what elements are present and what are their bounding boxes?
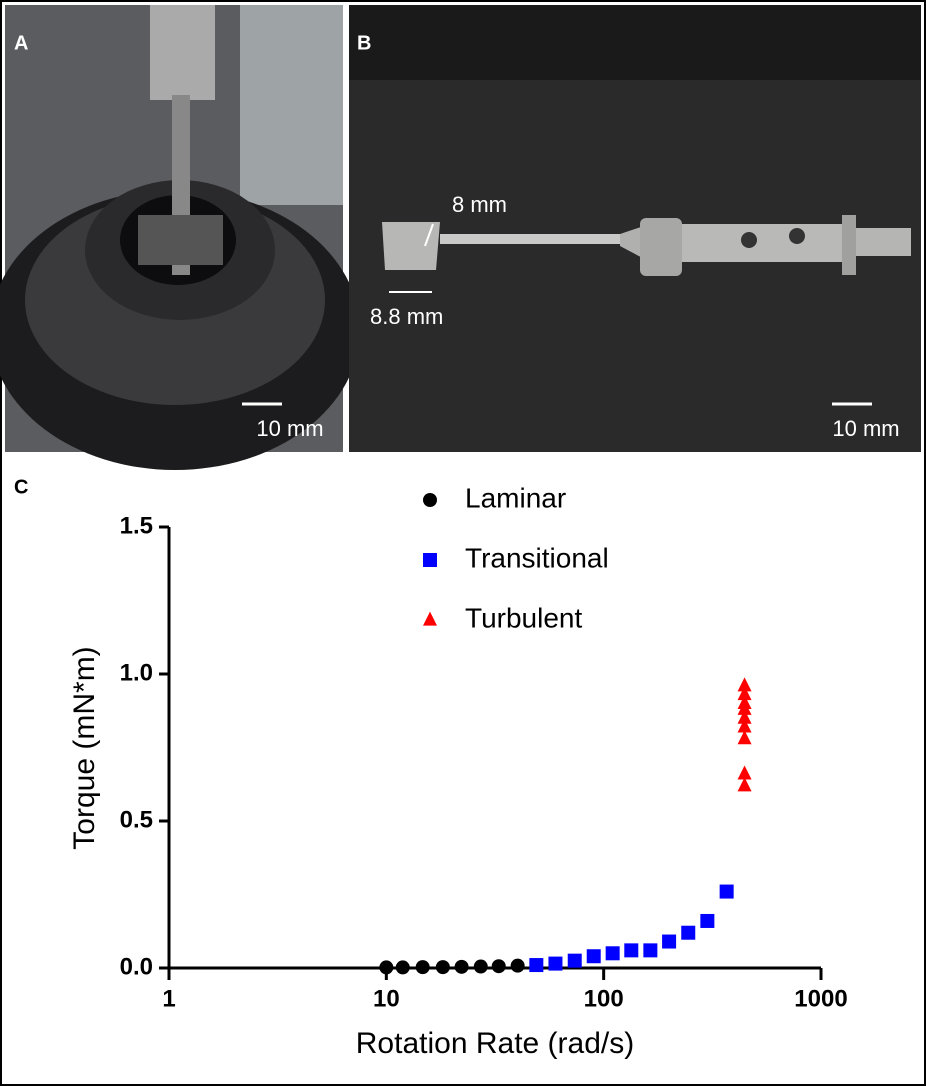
tool-collar <box>640 218 682 276</box>
circle-marker <box>473 959 488 974</box>
square-marker <box>586 949 601 964</box>
vane <box>138 215 223 265</box>
dimension-label: 8 mm <box>452 192 507 217</box>
chart: C Rotation Rate (rad/s) Torque (mN*m) 0.… <box>14 476 848 1060</box>
circle-marker <box>454 959 469 974</box>
legend-marker <box>423 493 437 507</box>
dimension-line <box>424 223 434 247</box>
legend-label: Transitional <box>465 542 609 573</box>
circle-marker <box>395 960 410 975</box>
circle-marker <box>435 960 450 975</box>
scale-label: 10 mm <box>256 416 323 441</box>
triangle-marker <box>737 777 752 792</box>
square-marker <box>643 943 658 958</box>
panel-label: B <box>357 32 371 54</box>
triangle-marker <box>737 686 752 701</box>
square-marker <box>605 946 620 961</box>
photo-a: A 10 mm <box>0 5 360 470</box>
x-tick-label: 100 <box>584 985 624 1012</box>
tool-end <box>856 228 911 256</box>
legend-marker <box>423 553 437 567</box>
triangle-marker <box>737 730 752 745</box>
dimension-label: 8.8 mm <box>370 304 443 329</box>
square-marker <box>662 934 677 949</box>
tool-shaft <box>440 234 620 244</box>
x-tick-label: 1 <box>162 985 175 1012</box>
y-tick-label: 1.0 <box>120 659 153 686</box>
y-tick-label: 0.0 <box>120 953 153 980</box>
vane-tool <box>382 222 440 270</box>
spindle <box>150 5 215 100</box>
y-tick-label: 0.5 <box>120 806 153 833</box>
circle-marker <box>415 960 430 975</box>
square-marker <box>567 953 582 968</box>
triangle-marker <box>737 695 752 709</box>
square-marker <box>529 958 544 973</box>
square-marker <box>624 943 639 958</box>
triangle-marker <box>737 677 752 692</box>
panel-label: C <box>14 476 28 498</box>
triangle-marker <box>737 765 752 780</box>
panel-label: A <box>14 32 28 54</box>
triangle-marker <box>737 718 752 733</box>
y-tick-label: 1.5 <box>120 512 153 539</box>
tool-flange <box>842 215 856 275</box>
photo-b: B 8 mm 8.8 mm 10 mm <box>349 5 921 452</box>
square-marker <box>681 925 696 940</box>
scale-label: 10 mm <box>832 416 899 441</box>
circle-marker <box>491 959 506 974</box>
circle-marker <box>379 960 394 975</box>
tool-hole <box>789 228 805 244</box>
x-tick-label: 1000 <box>794 985 847 1012</box>
square-marker <box>548 956 563 971</box>
photo-background <box>240 5 343 205</box>
square-marker <box>700 913 715 928</box>
tool-body <box>682 224 842 262</box>
circle-marker <box>510 958 525 973</box>
y-axis-label: Torque (mN*m) <box>68 646 101 849</box>
legend-label: Turbulent <box>465 602 582 633</box>
case-lid <box>349 5 921 80</box>
x-axis-label: Rotation Rate (rad/s) <box>356 1027 634 1060</box>
triangle-marker <box>737 709 752 724</box>
legend-marker <box>423 611 437 626</box>
tool-hole <box>741 232 757 248</box>
square-marker <box>719 884 734 899</box>
x-tick-label: 10 <box>373 985 400 1012</box>
legend-label: Laminar <box>465 482 566 513</box>
